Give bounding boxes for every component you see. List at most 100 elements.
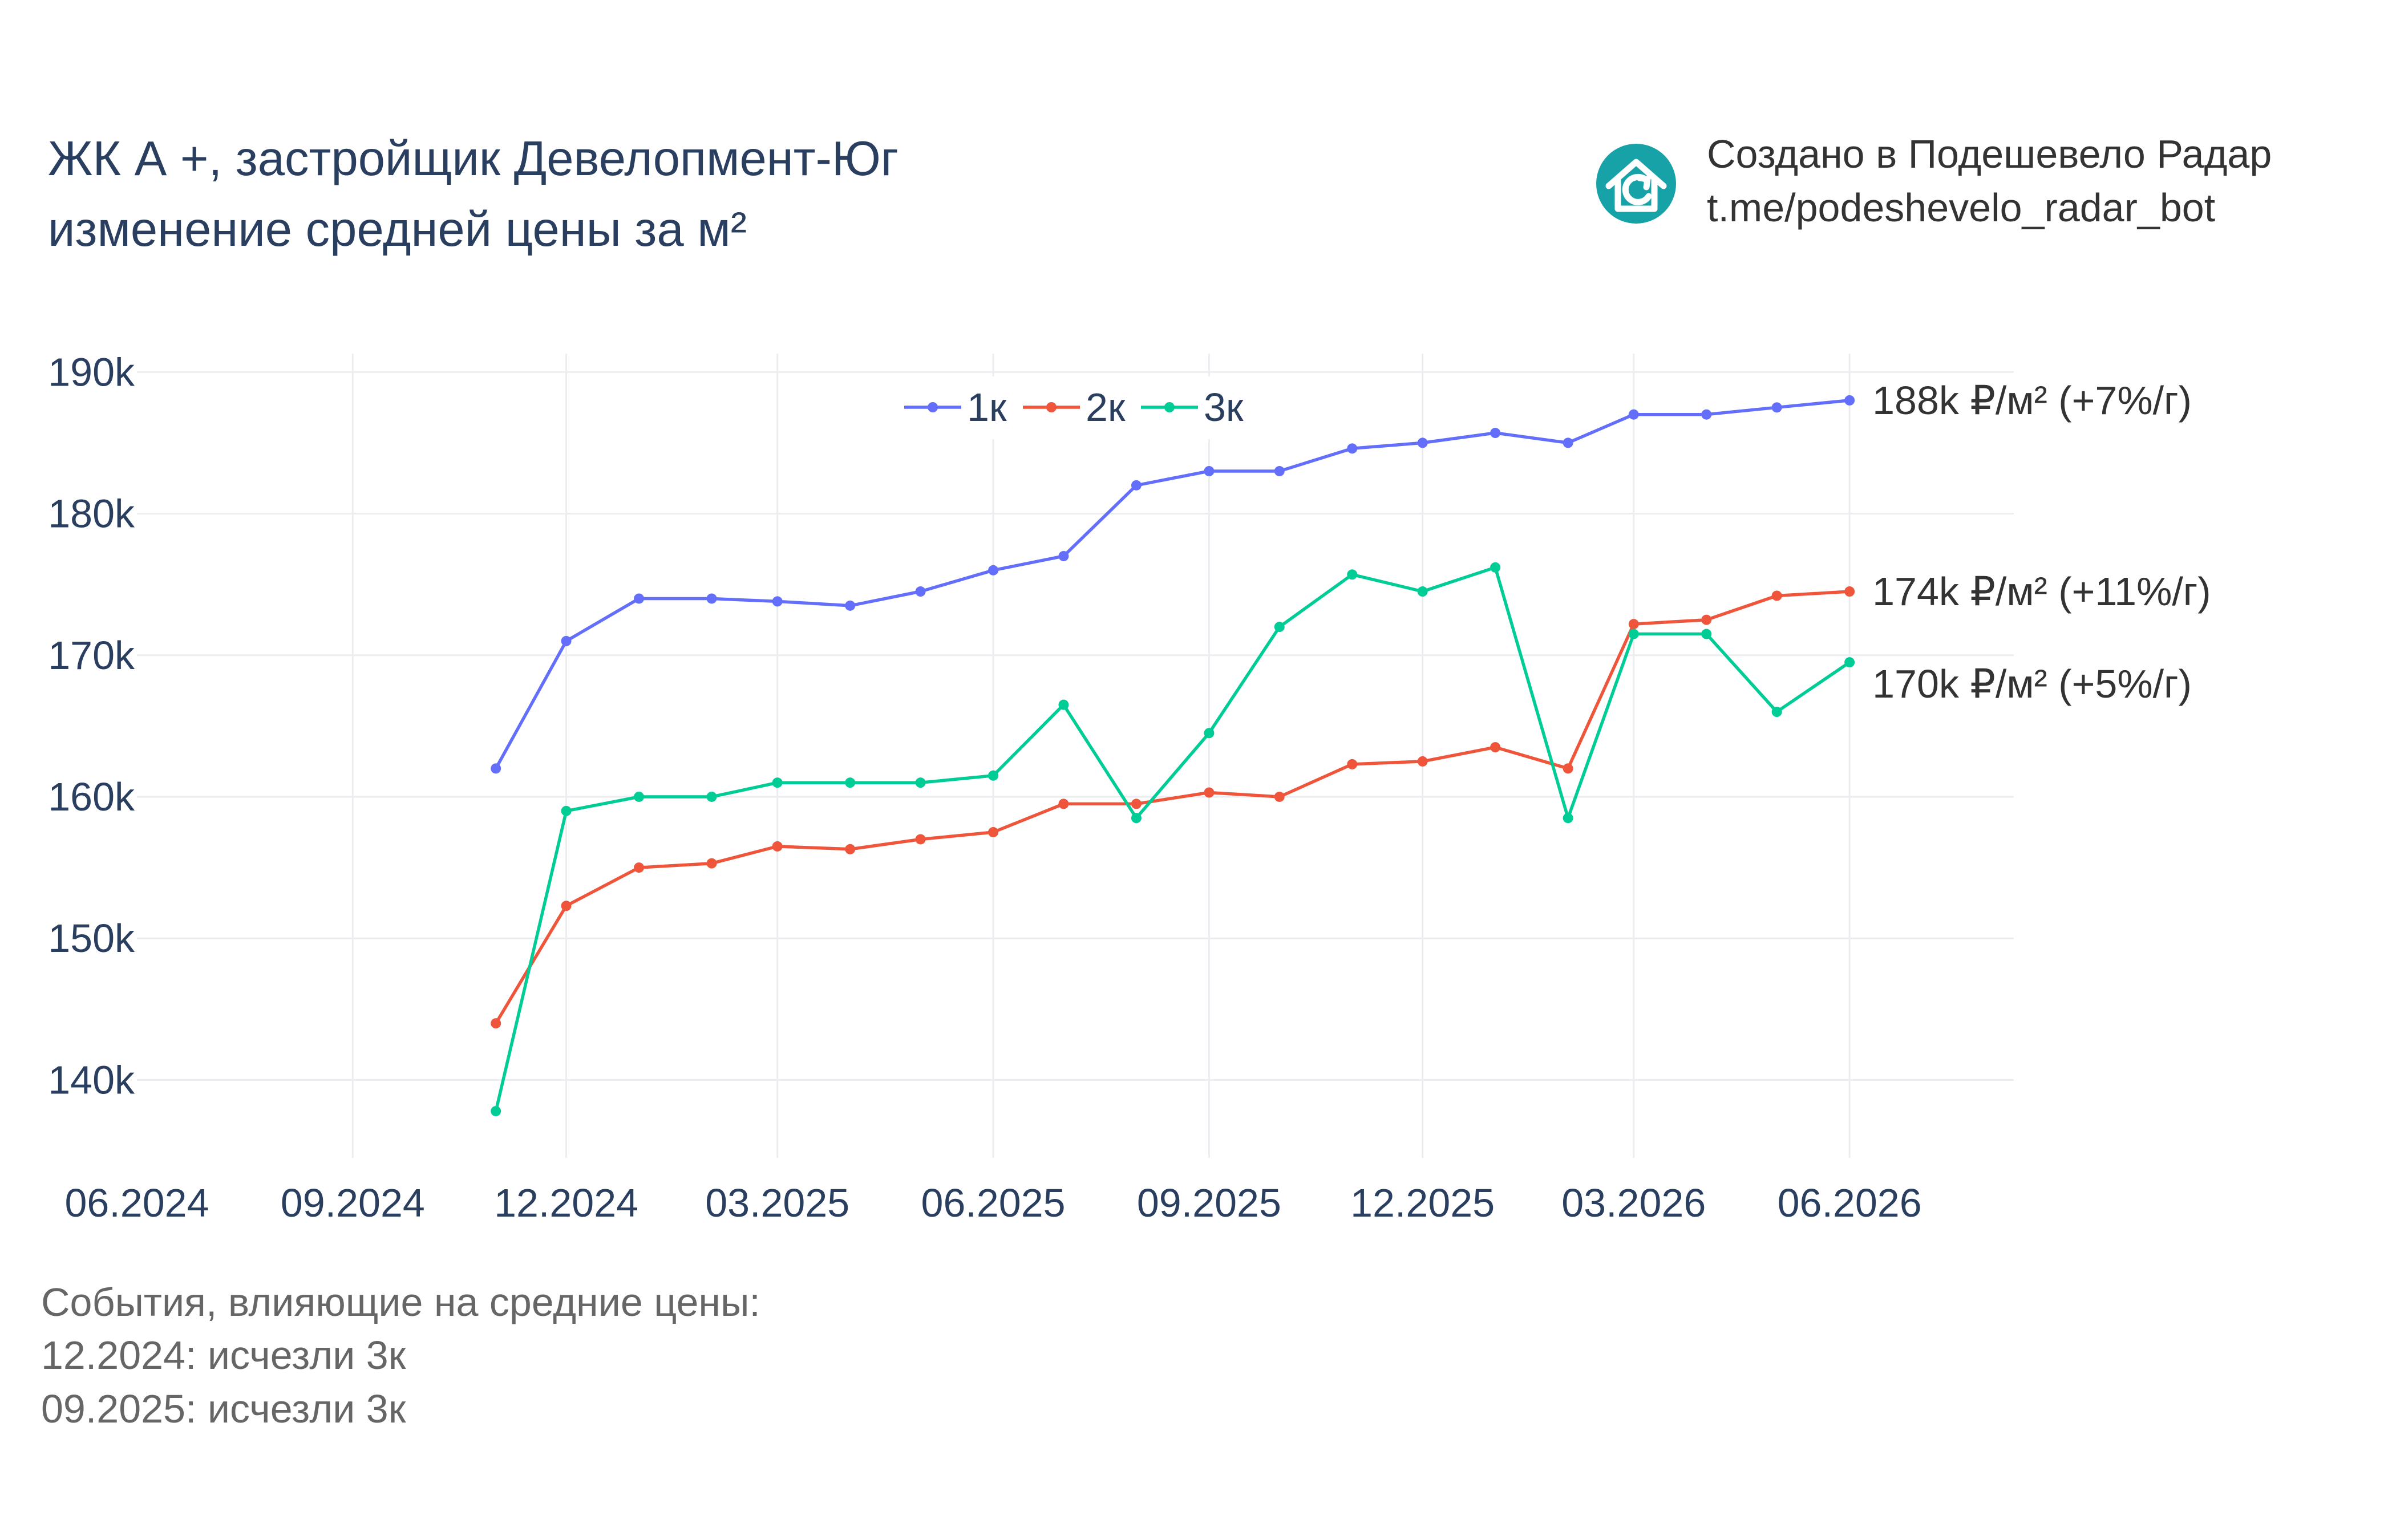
data-point-1к [1347, 443, 1358, 454]
data-point-2к [1490, 742, 1501, 753]
data-point-2к [988, 827, 999, 838]
data-point-3к [1204, 728, 1215, 739]
event-item: 12.2024: исчезли 3к [41, 1333, 406, 1377]
brand-text-line1: Создано в Подешевело Радар [1707, 132, 2272, 176]
data-point-1к [1417, 437, 1428, 448]
data-point-3к [988, 770, 999, 781]
data-point-1к [634, 593, 645, 604]
series-line-2к [494, 590, 1850, 1024]
data-point-3к [1844, 657, 1855, 668]
legend-swatch-marker [928, 402, 938, 412]
data-point-3к [706, 791, 717, 802]
x-tick-label: 06.2026 [1778, 1181, 1922, 1225]
data-point-3к [634, 791, 645, 802]
legend-swatch-marker [1164, 402, 1175, 412]
legend-label: 1к [967, 385, 1007, 429]
data-point-3к [1274, 622, 1285, 633]
y-tick-label: 180k [48, 492, 135, 536]
data-point-1к [1490, 428, 1501, 439]
data-point-2к [772, 841, 783, 852]
data-point-1к [772, 596, 783, 607]
data-point-1к [561, 635, 572, 646]
data-point-1к [1563, 437, 1573, 448]
x-tick-label: 06.2024 [64, 1181, 209, 1225]
data-point-3к [1131, 813, 1142, 824]
data-point-3к [1701, 629, 1712, 639]
data-point-3к [1058, 699, 1069, 710]
series-end-label: 188k ₽/м² (+7%/г) [1872, 378, 2192, 423]
x-tick-label: 09.2024 [281, 1181, 425, 1225]
series-end-labels: 188k ₽/м² (+7%/г) 174k ₽/м² (+11%/г) 170k … [1872, 378, 2211, 706]
data-point-1к [1628, 409, 1639, 420]
data-point-2к [1563, 763, 1573, 774]
event-item: 09.2025: исчезли 3к [41, 1387, 406, 1431]
data-point-2к [1628, 619, 1639, 630]
data-point-1к [915, 586, 926, 597]
data-point-2к [1844, 586, 1855, 597]
series-end-label: 170k ₽/м² (+5%/г) [1872, 662, 2192, 706]
data-point-1к [1701, 409, 1712, 420]
legend-label: 2к [1086, 385, 1126, 429]
y-tick-label: 190k [48, 350, 135, 394]
data-point-2к [1058, 799, 1069, 809]
series-end-label: 174k ₽/м² (+11%/г) [1872, 569, 2211, 614]
data-point-1к [1844, 395, 1855, 406]
data-point-3к [1563, 813, 1573, 824]
data-point-3к [1771, 707, 1782, 718]
y-axis-tick-labels: 140k 150k 160k 170k 180k 190k [48, 350, 135, 1102]
data-point-2к [491, 1018, 501, 1029]
y-tick-label: 140k [48, 1057, 135, 1102]
data-point-2к [915, 834, 926, 845]
x-tick-label: 12.2025 [1350, 1181, 1495, 1225]
data-point-2к [1701, 614, 1712, 625]
y-tick-label: 160k [48, 775, 135, 819]
data-point-2к [1204, 787, 1215, 798]
data-point-3к [1490, 562, 1501, 573]
chart-gridlines [137, 354, 2014, 1158]
data-point-3к [1628, 629, 1639, 639]
legend-label: 3к [1204, 385, 1244, 429]
data-point-3к [772, 777, 783, 788]
series-line-1к [494, 399, 1850, 769]
data-point-2к [706, 858, 717, 869]
data-point-3к [491, 1106, 501, 1117]
series-line-3к [494, 566, 1851, 1112]
data-point-1к [1131, 480, 1142, 491]
data-point-2к [1771, 590, 1782, 601]
data-point-1к [1058, 550, 1069, 561]
data-point-3к [1347, 569, 1358, 580]
data-point-1к [845, 600, 856, 611]
data-point-2к [1274, 791, 1285, 802]
data-point-3к [845, 777, 856, 788]
chart-title-line2: изменение средней цены за м² [48, 202, 747, 257]
data-point-1к [1771, 402, 1782, 413]
x-tick-label: 09.2025 [1137, 1181, 1281, 1225]
data-point-2к [1131, 799, 1142, 809]
data-point-1к [491, 763, 501, 774]
y-tick-label: 150k [48, 916, 135, 961]
chart-series [491, 395, 1855, 1117]
data-point-1к [706, 593, 717, 604]
data-point-3к [915, 777, 926, 788]
data-point-3к [1417, 586, 1428, 597]
chart-title-line1: ЖК А +, застройщик Девелопмент-Юг [48, 132, 898, 186]
y-tick-label: 170k [48, 633, 135, 678]
data-point-1к [1204, 466, 1215, 477]
x-tick-label: 03.2025 [705, 1181, 849, 1225]
chart-legend: 1к 2к 3к [890, 376, 1249, 439]
data-point-1к [1274, 466, 1285, 477]
data-point-2к [634, 862, 645, 873]
data-point-2к [1417, 756, 1428, 767]
x-tick-label: 03.2026 [1561, 1181, 1706, 1225]
data-point-3к [561, 805, 572, 816]
data-point-2к [845, 844, 856, 854]
x-tick-label: 12.2024 [494, 1181, 638, 1225]
data-point-2к [1347, 759, 1358, 769]
x-tick-label: 06.2025 [921, 1181, 1066, 1225]
x-axis-tick-labels: 06.2024 09.2024 12.2024 03.2025 06.2025 09.20… [64, 1181, 1921, 1225]
house-refresh-icon [1605, 159, 1667, 212]
brand-logo [1596, 144, 1676, 224]
brand-text-line2: t.me/podeshevelo_radar_bot [1707, 185, 2215, 230]
